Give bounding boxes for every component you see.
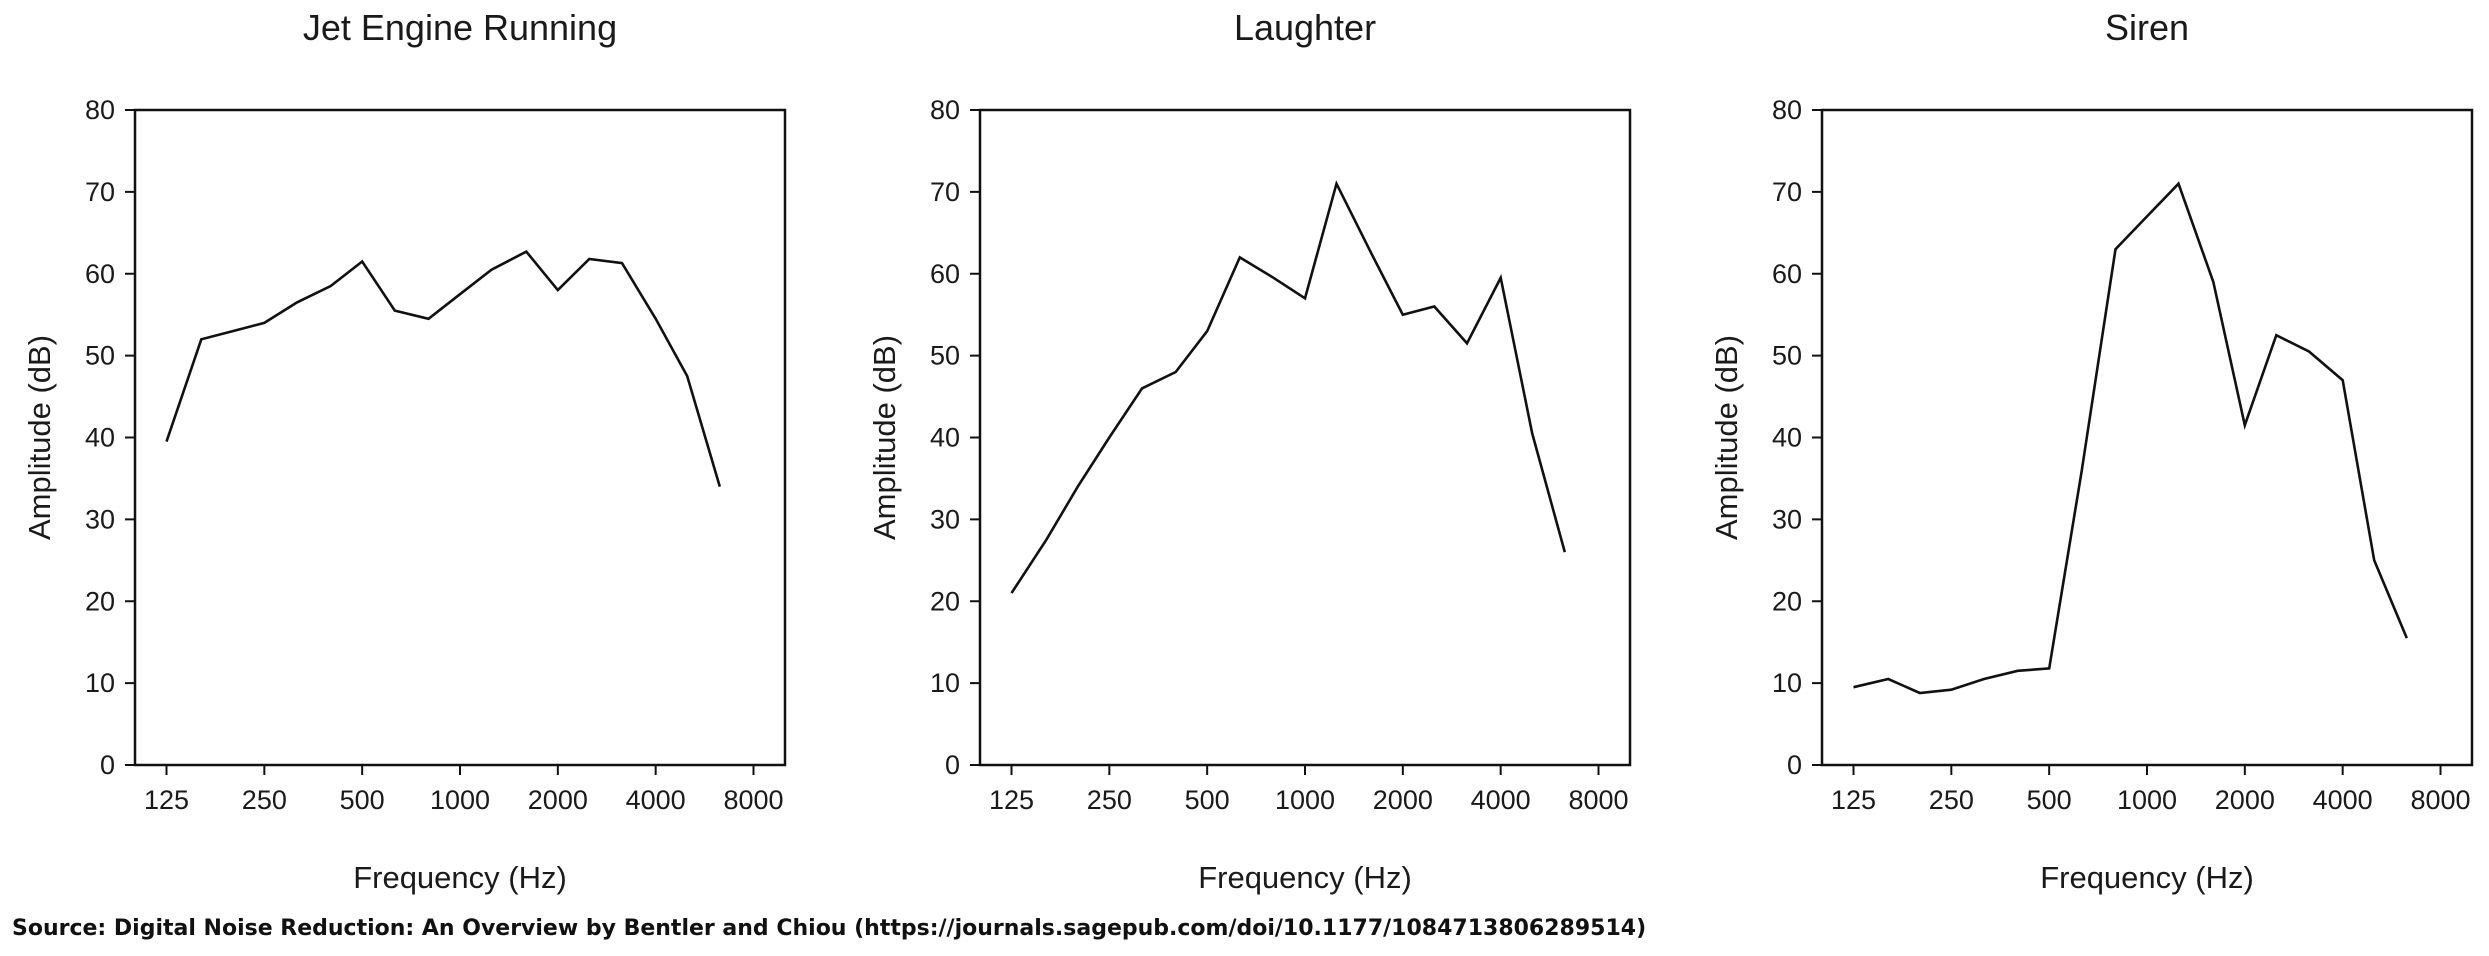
chart-title: Laughter: [1234, 7, 1376, 48]
y-tick-label: 50: [1772, 341, 1802, 371]
x-tick-label: 4000: [1471, 785, 1531, 815]
plot-frame: [133, 108, 787, 767]
chart-jet-engine-running: Jet Engine Running 0 10 20 30 40 50 60 70 80 125 25…: [22, 7, 787, 895]
y-axis-label: Amplitude (dB): [867, 335, 902, 540]
y-tick-label: 10: [85, 668, 115, 698]
y-tick-label: 20: [1772, 586, 1802, 616]
y-tick-label: 40: [1772, 423, 1802, 453]
plot-frame: [1820, 108, 2474, 767]
chart-title: Jet Engine Running: [303, 7, 617, 48]
x-tick-label: 500: [1185, 785, 1230, 815]
series-line: [165, 249, 722, 487]
x-axis-label: Frequency (Hz): [2040, 860, 2254, 895]
x-axis-label: Frequency (Hz): [1198, 860, 1412, 895]
x-axis-label: Frequency (Hz): [353, 860, 567, 895]
x-tick-label: 4000: [2313, 785, 2373, 815]
chart-laughter: Laughter 0 10 20 30 40 50 60 70 80 125 250 500 1000 20…: [867, 7, 1632, 895]
x-tick-label: 125: [1831, 785, 1876, 815]
y-tick-label: 40: [930, 423, 960, 453]
x-tick-label: 1000: [1275, 785, 1335, 815]
y-tick-label: 30: [85, 504, 115, 534]
y-tick-label: 50: [85, 341, 115, 371]
y-tick-label: 80: [85, 95, 115, 125]
y-tick-label: 60: [930, 259, 960, 289]
x-tick-label: 2000: [1373, 785, 1433, 815]
y-tick-label: 60: [1772, 259, 1802, 289]
series-line: [1853, 181, 2408, 695]
y-axis-label: Amplitude (dB): [1709, 335, 1744, 540]
y-tick-label: 70: [930, 177, 960, 207]
x-tick-label: 4000: [626, 785, 686, 815]
x-tick-label: 250: [242, 785, 287, 815]
y-tick-label: 70: [85, 177, 115, 207]
y-tick-label: 0: [100, 750, 115, 780]
x-tick-label: 8000: [723, 785, 783, 815]
y-tick-label: 80: [1772, 95, 1802, 125]
x-tick-label: 8000: [2410, 785, 2470, 815]
chart-title: Siren: [2105, 7, 2189, 48]
x-tick-label: 125: [144, 785, 189, 815]
y-tick-label: 80: [930, 95, 960, 125]
x-tick-label: 250: [1087, 785, 1132, 815]
x-tick-label: 1000: [2117, 785, 2177, 815]
x-tick-label: 125: [989, 785, 1034, 815]
y-tick-label: 20: [930, 586, 960, 616]
y-tick-label: 0: [945, 750, 960, 780]
y-tick-label: 30: [1772, 504, 1802, 534]
source-note: Source: Digital Noise Reduction: An Over…: [12, 916, 1647, 941]
y-tick-label: 0: [1787, 750, 1802, 780]
y-tick-label: 10: [930, 668, 960, 698]
x-tick-label: 500: [2027, 785, 2072, 815]
y-tick-label: 60: [85, 259, 115, 289]
y-tick-label: 50: [930, 341, 960, 371]
x-tick-label: 2000: [528, 785, 588, 815]
y-tick-label: 30: [930, 504, 960, 534]
x-tick-label: 2000: [2215, 785, 2275, 815]
y-tick-label: 70: [1772, 177, 1802, 207]
x-tick-label: 8000: [1568, 785, 1628, 815]
y-tick-label: 40: [85, 423, 115, 453]
y-tick-label: 20: [85, 586, 115, 616]
chart-siren: Siren 0 10 20 30 40 50 60 70 80 125 250 500 1000 2000 4…: [1709, 7, 2474, 895]
y-tick-label: 10: [1772, 668, 1802, 698]
x-tick-label: 500: [340, 785, 385, 815]
series-line: [1010, 180, 1567, 594]
x-tick-label: 1000: [430, 785, 490, 815]
y-axis-label: Amplitude (dB): [22, 335, 57, 540]
x-tick-label: 250: [1929, 785, 1974, 815]
